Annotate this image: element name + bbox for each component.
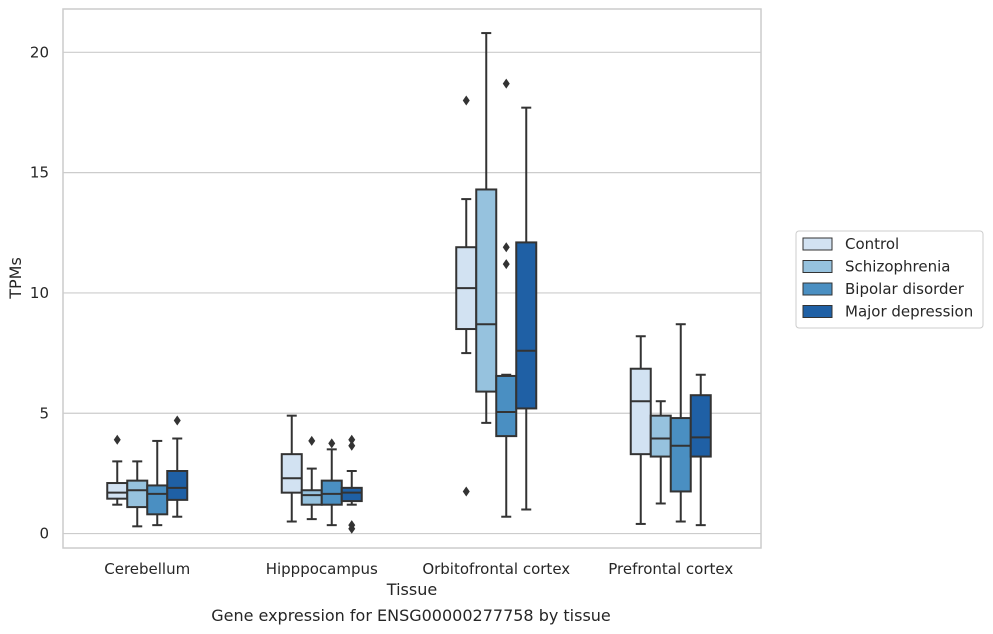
y-axis-title: TPMs xyxy=(6,257,25,300)
outlier-point xyxy=(502,78,510,89)
legend-swatch xyxy=(802,237,833,251)
legend-swatch xyxy=(802,260,833,273)
outlier-point xyxy=(462,95,470,106)
box xyxy=(106,482,129,500)
box-group xyxy=(340,434,363,534)
box-group xyxy=(320,438,343,527)
box xyxy=(126,479,149,509)
box xyxy=(146,484,169,516)
box xyxy=(320,479,343,506)
box-group xyxy=(649,400,672,505)
figure-caption: Gene expression for ENSG00000277758 by t… xyxy=(211,606,611,625)
legend-swatch xyxy=(802,305,833,318)
box xyxy=(649,414,672,458)
box xyxy=(280,453,303,494)
y-tick-label: 5 xyxy=(39,404,49,422)
outlier-point xyxy=(308,435,316,446)
x-tick-label: Prefrontal cortex xyxy=(608,560,733,578)
box-series xyxy=(106,32,712,534)
box xyxy=(475,188,498,393)
box xyxy=(515,241,538,410)
x-axis-title: Tissue xyxy=(386,580,437,599)
legend-label: Bipolar disorder xyxy=(845,280,965,298)
legend-items: Control Schizophrenia Bipolar disorder Majo… xyxy=(802,235,973,321)
box-group xyxy=(455,95,478,497)
box xyxy=(495,374,518,438)
grid-lines xyxy=(63,51,761,535)
x-tick-label: Cerebellum xyxy=(104,560,190,578)
box-group xyxy=(126,460,149,528)
y-tick-label: 20 xyxy=(30,43,49,61)
box-group xyxy=(495,78,518,518)
legend-label: Major depression xyxy=(845,303,973,321)
box xyxy=(340,486,363,503)
box-group xyxy=(629,335,652,525)
outlier-point xyxy=(173,415,181,426)
x-tick-label: Hipppocampus xyxy=(266,560,378,578)
legend-swatch xyxy=(802,282,833,296)
box xyxy=(300,489,323,506)
plot-frame xyxy=(62,8,762,549)
box-group xyxy=(669,323,692,523)
box-group xyxy=(475,32,498,424)
outlier-point xyxy=(502,242,510,253)
box xyxy=(166,470,189,501)
outlier-point xyxy=(328,438,336,449)
legend-frame xyxy=(795,230,984,329)
box-group xyxy=(146,439,169,527)
outlier-point xyxy=(502,259,510,270)
box xyxy=(669,417,692,493)
legend-label: Control xyxy=(845,235,899,253)
outlier-point xyxy=(348,434,356,445)
box-group xyxy=(280,414,303,523)
y-tick-label: 0 xyxy=(39,525,49,543)
box-group xyxy=(166,415,189,518)
outlier-point xyxy=(113,434,121,445)
box-group xyxy=(106,434,129,506)
x-tick-label: Orbitofrontal cortex xyxy=(422,560,570,578)
outlier-point xyxy=(348,523,356,534)
box xyxy=(689,394,712,458)
y-tick-labels: 0 5 10 15 20 xyxy=(30,43,49,542)
y-tick-label: 10 xyxy=(30,284,49,302)
box-group xyxy=(689,373,712,527)
legend-label: Schizophrenia xyxy=(845,258,950,276)
outlier-point xyxy=(462,486,470,497)
legend: Control Schizophrenia Bipolar disorder Majo… xyxy=(795,230,984,329)
y-tick-label: 15 xyxy=(30,164,49,182)
x-tick-labels: Cerebellum Hipppocampus Orbitofrontal cort… xyxy=(104,560,733,578)
box-group xyxy=(300,435,323,521)
outlier-point xyxy=(348,440,356,451)
box xyxy=(629,367,652,456)
box-group xyxy=(515,106,538,511)
